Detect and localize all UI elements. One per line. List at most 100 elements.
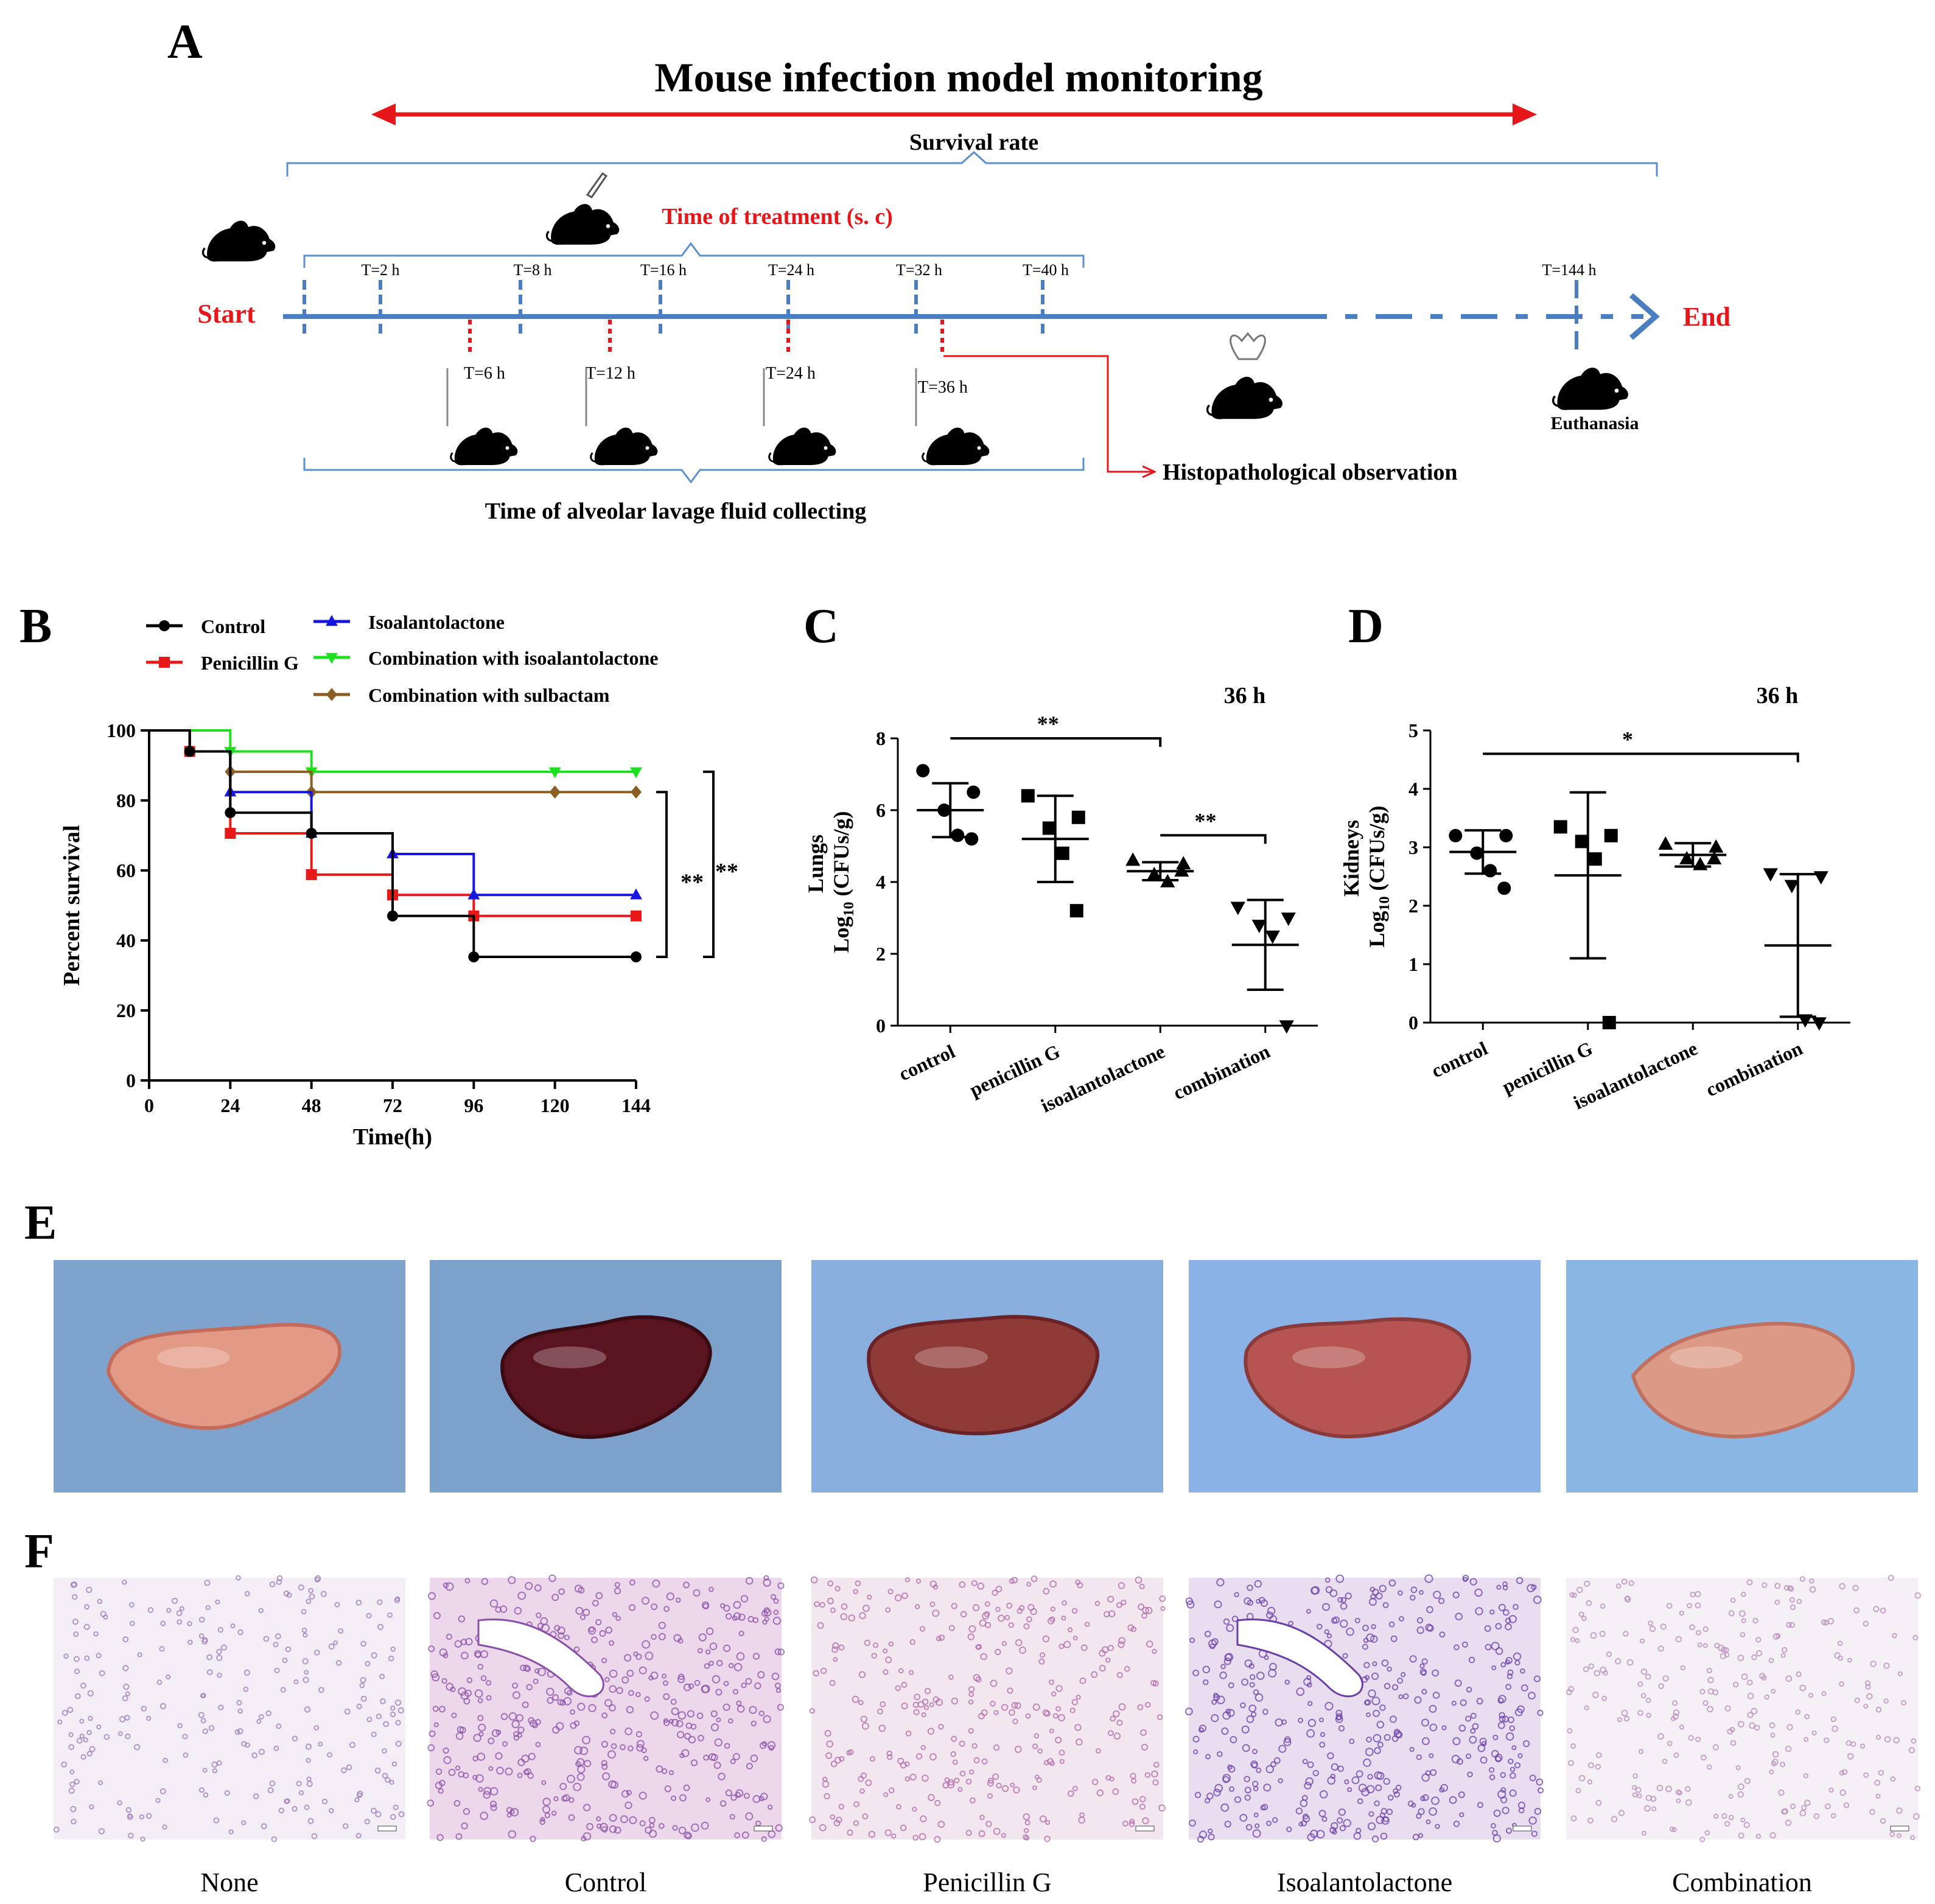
- tissue-cell: [1245, 1824, 1253, 1831]
- tissue-cell: [458, 1615, 466, 1623]
- tissue-cell: [754, 1682, 761, 1690]
- x-tick-label: control: [1428, 1037, 1491, 1082]
- tissue-cell: [273, 1745, 279, 1751]
- tissue-cell: [474, 1689, 483, 1698]
- tissue-cell: [694, 1679, 701, 1686]
- tissue-cell: [505, 1767, 513, 1776]
- tissue-cell: [696, 1712, 704, 1720]
- tissue-cell: [220, 1644, 227, 1651]
- tissue-cell: [1472, 1723, 1479, 1730]
- tissue-cell: [293, 1679, 299, 1685]
- y-tick-label: 0: [876, 1015, 886, 1037]
- tissue-cell: [1263, 1783, 1272, 1792]
- tissue-cell: [395, 1720, 401, 1726]
- histology-background: [54, 1578, 405, 1839]
- tissue-cell: [900, 1824, 907, 1832]
- tissue-cell: [764, 1616, 769, 1622]
- tissue-cell: [1426, 1606, 1433, 1614]
- tissue-cell: [1023, 1828, 1029, 1833]
- tissue-cell: [1645, 1673, 1651, 1680]
- tissue-cell: [749, 1706, 757, 1714]
- tissue-cell: [824, 1730, 831, 1737]
- data-point: [1604, 828, 1618, 842]
- timeline-title: Mouse infection model monitoring: [654, 54, 1262, 100]
- tissue-cell: [177, 1619, 183, 1625]
- tissue-cell: [1618, 1810, 1625, 1816]
- tissue-cell: [1142, 1817, 1149, 1825]
- tissue-cell: [908, 1670, 914, 1675]
- tissue-cell: [463, 1808, 471, 1815]
- tissue-cell: [97, 1598, 103, 1605]
- tissue-cell: [282, 1657, 288, 1664]
- tissue-cell: [601, 1760, 607, 1766]
- tissue-cell: [1254, 1693, 1264, 1702]
- tissue-cell: [951, 1697, 959, 1705]
- tissue-cell: [1122, 1820, 1128, 1827]
- tissue-cell: [705, 1649, 711, 1655]
- tissue-cell: [1780, 1762, 1786, 1768]
- tissue-cell: [730, 1794, 737, 1801]
- tissue-cell: [620, 1815, 628, 1824]
- lung-organ: [1244, 1317, 1471, 1439]
- tissue-cell: [438, 1788, 444, 1794]
- tissue-cell: [1912, 1634, 1919, 1641]
- tissue-cell: [1480, 1756, 1488, 1764]
- tissue-cell: [570, 1709, 576, 1715]
- tissue-cell: [275, 1633, 281, 1640]
- tissue-cell: [1460, 1699, 1467, 1706]
- tissue-cell: [767, 1741, 776, 1750]
- tissue-cell: [308, 1587, 314, 1594]
- tissue-cell: [605, 1626, 613, 1634]
- tissue-cell: [709, 1586, 714, 1592]
- tissue-cell: [1214, 1600, 1222, 1609]
- tissue-cell: [67, 1707, 74, 1713]
- series-marker: [548, 767, 561, 779]
- tissue-cell: [122, 1695, 128, 1702]
- legend-label: Combination with sulbactam: [368, 684, 610, 706]
- tissue-cell: [998, 1614, 1005, 1622]
- tissue-cell: [1214, 1783, 1223, 1793]
- tissue-cell: [1431, 1796, 1440, 1805]
- tissue-cell: [1262, 1709, 1268, 1715]
- tissue-cell: [1145, 1701, 1151, 1708]
- tissue-cell: [236, 1699, 242, 1706]
- tissue-cell: [716, 1717, 721, 1723]
- tissue-cell: [829, 1679, 836, 1686]
- tissue-cell: [768, 1745, 774, 1751]
- tissue-cell: [635, 1692, 641, 1698]
- tissue-cell: [1676, 1798, 1681, 1804]
- tissue-cell: [973, 1674, 981, 1682]
- tissue-cell: [1351, 1776, 1360, 1785]
- tissue-cell: [258, 1748, 265, 1755]
- tissue-cell: [1529, 1774, 1536, 1782]
- tissue-cell: [752, 1653, 760, 1660]
- tissue-cell: [1615, 1583, 1622, 1589]
- tissue-cell: [663, 1606, 670, 1612]
- tissue-cell: [1514, 1708, 1523, 1717]
- tissue-cell: [841, 1603, 848, 1610]
- data-point: [1125, 852, 1141, 866]
- tissue-cell: [446, 1633, 452, 1640]
- tissue-cell: [140, 1836, 145, 1842]
- tissue-cell: [1441, 1725, 1447, 1731]
- tissue-cell: [891, 1833, 897, 1839]
- tissue-cell: [428, 1592, 436, 1600]
- tissue-cell: [525, 1581, 533, 1591]
- y-tick-label: 1: [1408, 953, 1418, 975]
- tissue-cell: [1770, 1732, 1776, 1738]
- tissue-cell: [258, 1608, 264, 1614]
- tissue-cell: [1067, 1627, 1073, 1633]
- tissue-cell: [237, 1728, 243, 1735]
- tissue-cell: [923, 1705, 929, 1710]
- lung-photo: [54, 1260, 405, 1493]
- tissue-cell: [626, 1706, 634, 1714]
- tissue-cell: [1025, 1713, 1031, 1719]
- tissue-cell: [982, 1612, 989, 1620]
- tissue-cell: [558, 1588, 565, 1595]
- tissue-cell: [693, 1589, 701, 1597]
- tissue-cell: [1205, 1797, 1211, 1804]
- tissue-cell: [611, 1743, 617, 1749]
- legend-marker: [159, 657, 170, 668]
- tissue-cell: [1061, 1615, 1066, 1621]
- tissue-cell: [1272, 1817, 1278, 1823]
